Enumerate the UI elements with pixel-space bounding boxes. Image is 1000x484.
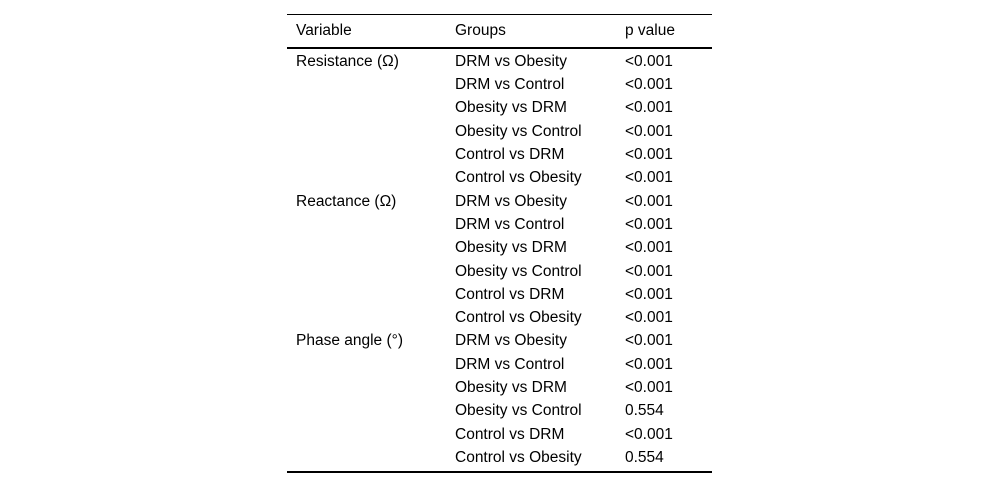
header-variable: Variable (296, 22, 352, 40)
pvalue-cell: <0.001 (625, 192, 673, 210)
table-row: Reactance (Ω) DRM vs Obesity <0.001 (287, 190, 712, 213)
variable-cell: Resistance (Ω) (296, 52, 399, 70)
table-row: Control vs Obesity <0.001 (287, 306, 712, 329)
header-groups: Groups (455, 22, 506, 40)
table-row: Control vs DRM <0.001 (287, 283, 712, 306)
table-row: Resistance (Ω) DRM vs Obesity <0.001 (287, 50, 712, 73)
table-row: DRM vs Control <0.001 (287, 73, 712, 96)
groups-cell: Obesity vs DRM (455, 239, 567, 257)
groups-cell: DRM vs Control (455, 76, 565, 94)
variable-cell: Phase angle (°) (296, 332, 404, 350)
pvalue-cell: 0.554 (625, 402, 664, 420)
groups-cell: Control vs Obesity (455, 169, 582, 187)
table-row: Phase angle (°) DRM vs Obesity <0.001 (287, 330, 712, 353)
groups-cell: DRM vs Obesity (455, 332, 567, 350)
groups-cell: DRM vs Control (455, 355, 565, 373)
groups-cell: Control vs DRM (455, 146, 565, 164)
groups-cell: DRM vs Control (455, 215, 565, 233)
pvalue-cell: <0.001 (625, 285, 673, 303)
groups-cell: Obesity vs DRM (455, 379, 567, 397)
table-row: Obesity vs DRM <0.001 (287, 236, 712, 259)
pvalue-cell: <0.001 (625, 146, 673, 164)
pvalue-cell: <0.001 (625, 262, 673, 280)
table-row: Obesity vs DRM <0.001 (287, 376, 712, 399)
pairwise-comparison-table: Variable Groups p value Resistance (Ω) D… (287, 14, 712, 474)
table-row: DRM vs Control <0.001 (287, 213, 712, 236)
pvalue-cell: <0.001 (625, 425, 673, 443)
pvalue-cell: <0.001 (625, 169, 673, 187)
table-row: Control vs DRM <0.001 (287, 423, 712, 446)
table-row: Obesity vs Control <0.001 (287, 260, 712, 283)
table-row: Control vs Obesity 0.554 (287, 446, 712, 469)
groups-cell: DRM vs Obesity (455, 192, 567, 210)
groups-cell: Control vs DRM (455, 425, 565, 443)
header-p-value: p value (625, 22, 675, 40)
groups-cell: Control vs Obesity (455, 448, 582, 466)
pvalue-cell: <0.001 (625, 332, 673, 350)
pvalue-cell: <0.001 (625, 52, 673, 70)
pvalue-cell: <0.001 (625, 239, 673, 257)
pvalue-cell: <0.001 (625, 215, 673, 233)
groups-cell: Obesity vs Control (455, 402, 582, 420)
pvalue-cell: <0.001 (625, 309, 673, 327)
table-row: Obesity vs DRM <0.001 (287, 97, 712, 120)
groups-cell: Control vs Obesity (455, 309, 582, 327)
variable-cell: Reactance (Ω) (296, 192, 397, 210)
pvalue-cell: <0.001 (625, 379, 673, 397)
groups-cell: Obesity vs Control (455, 262, 582, 280)
groups-cell: DRM vs Obesity (455, 52, 567, 70)
table-row: Obesity vs Control 0.554 (287, 399, 712, 422)
pvalue-cell: <0.001 (625, 76, 673, 94)
pvalue-cell: <0.001 (625, 355, 673, 373)
pvalue-cell: 0.554 (625, 448, 664, 466)
table-row: Control vs Obesity <0.001 (287, 166, 712, 189)
pvalue-cell: <0.001 (625, 99, 673, 117)
table-row: DRM vs Control <0.001 (287, 353, 712, 376)
table-row: Control vs DRM <0.001 (287, 143, 712, 166)
groups-cell: Control vs DRM (455, 285, 565, 303)
pvalue-cell: <0.001 (625, 122, 673, 140)
table-row: Obesity vs Control <0.001 (287, 120, 712, 143)
table-body: Resistance (Ω) DRM vs Obesity <0.001 DRM… (287, 49, 712, 471)
groups-cell: Obesity vs Control (455, 122, 582, 140)
groups-cell: Obesity vs DRM (455, 99, 567, 117)
table-header-row: Variable Groups p value (287, 15, 712, 49)
